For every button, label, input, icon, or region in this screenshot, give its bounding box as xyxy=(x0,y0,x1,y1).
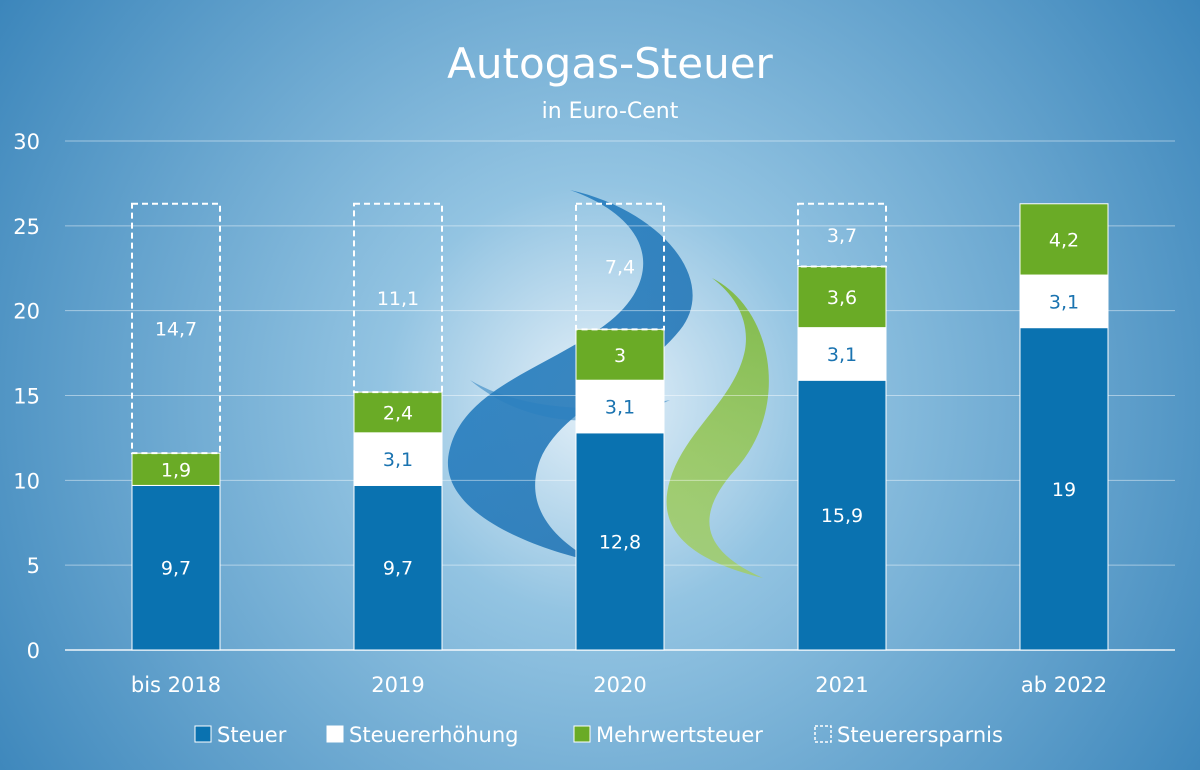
bar-segment xyxy=(797,327,887,381)
legend-label: Steuererhöhung xyxy=(349,723,519,747)
bar-segment xyxy=(131,202,221,455)
x-tick-label: ab 2022 xyxy=(1021,673,1107,697)
bar-segment xyxy=(575,379,665,434)
data-label: 3,1 xyxy=(827,344,857,366)
data-label: 12,8 xyxy=(599,531,641,553)
data-label: 3 xyxy=(614,345,626,367)
bar-segment xyxy=(353,202,443,394)
bar-segment xyxy=(131,452,221,486)
chart-title: Autogas-Steuer xyxy=(447,39,773,88)
data-label: 3,7 xyxy=(827,225,857,247)
bar-segment xyxy=(353,432,443,486)
bars: 9,7 1,9 14,7 9,7 3,1 2,4 11,1 12,8 3,1 3 7,4 15,9 3,… xyxy=(131,202,1109,651)
data-label: 9,7 xyxy=(161,558,191,580)
bar-segment xyxy=(797,202,887,268)
x-tick-label: 2019 xyxy=(371,673,424,697)
bar-segment xyxy=(575,432,665,651)
x-tick-label: 2020 xyxy=(593,673,646,697)
y-tick-label: 25 xyxy=(13,215,40,239)
bar-segment xyxy=(353,391,443,434)
flame-blue-shape xyxy=(447,190,693,562)
data-label: 1,9 xyxy=(161,459,191,481)
y-tick-label: 0 xyxy=(27,639,40,663)
legend-swatch xyxy=(326,725,344,743)
legend-label: Steuerersparnis xyxy=(837,723,1003,747)
x-tick-label: 2021 xyxy=(815,673,868,697)
legend-swatch xyxy=(194,725,212,743)
bar-segment xyxy=(575,328,665,381)
bar-segment xyxy=(1019,327,1109,651)
data-label: 14,7 xyxy=(155,318,197,340)
data-label: 3,6 xyxy=(827,287,857,309)
data-label: 3,1 xyxy=(383,449,413,471)
bar-segment xyxy=(797,379,887,651)
legend: Steuer Steuererhöhung Mehrwertsteuer Steuer… xyxy=(194,723,1003,747)
y-tick-label: 10 xyxy=(13,469,40,493)
data-label: 11,1 xyxy=(377,288,419,310)
chart-subtitle: in Euro-Cent xyxy=(542,99,679,124)
y-tick-label: 30 xyxy=(13,130,40,154)
data-label: 19 xyxy=(1052,479,1076,501)
bar-segment xyxy=(1019,274,1109,329)
data-label: 7,4 xyxy=(605,257,635,279)
data-label: 3,1 xyxy=(1049,291,1079,313)
bar-segment xyxy=(575,202,665,331)
legend-swatch xyxy=(814,725,832,743)
legend-swatch xyxy=(573,725,591,743)
bar-segment xyxy=(797,266,887,329)
legend-label: Mehrwertsteuer xyxy=(596,723,763,747)
legend-label: Steuer xyxy=(217,723,287,747)
data-label: 3,1 xyxy=(605,397,635,419)
x-axis: bis 2018 2019 2020 2021 ab 2022 xyxy=(131,673,1107,697)
y-axis: 0 5 10 15 20 25 30 xyxy=(13,130,40,663)
data-label: 9,7 xyxy=(383,558,413,580)
bar-segment xyxy=(1019,203,1109,276)
flame-green-shape xyxy=(666,278,769,578)
bar-segment xyxy=(353,484,443,651)
y-tick-label: 15 xyxy=(13,385,40,409)
x-tick-label: bis 2018 xyxy=(131,673,221,697)
y-tick-label: 20 xyxy=(13,300,40,324)
data-label: 15,9 xyxy=(821,505,863,527)
y-tick-label: 5 xyxy=(27,554,40,578)
bar-segment xyxy=(131,484,221,651)
data-label: 4,2 xyxy=(1049,229,1079,251)
data-label: 2,4 xyxy=(383,402,413,424)
